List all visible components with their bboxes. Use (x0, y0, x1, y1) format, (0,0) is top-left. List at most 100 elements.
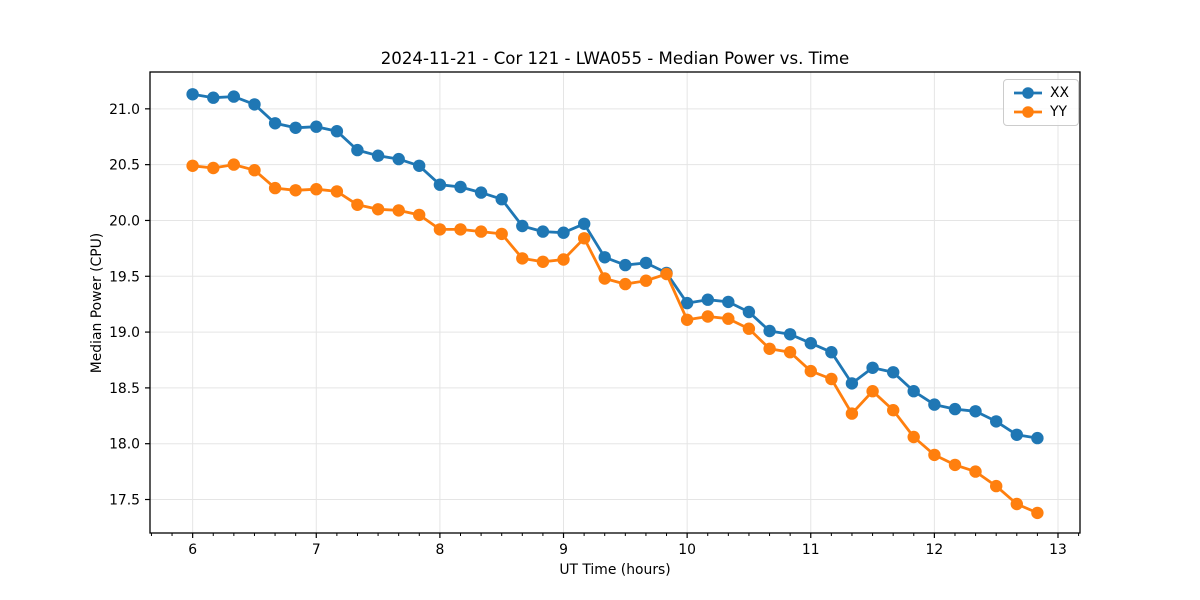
x-tick-label: 7 (312, 542, 321, 558)
y-tick-label: 21.0 (109, 102, 140, 118)
chart-title: 2024-11-21 - Cor 121 - LWA055 - Median P… (380, 49, 850, 68)
y-axis-label: Median Power (CPU) (89, 232, 105, 374)
series-marker-yy (351, 198, 364, 211)
series-marker-yy (268, 181, 282, 195)
series-marker-yy (536, 255, 550, 268)
series-marker-yy (1031, 506, 1044, 520)
series-marker-xx (969, 405, 982, 418)
series-marker-xx (186, 88, 199, 101)
y-tick-label: 18.5 (109, 381, 140, 397)
series-marker-yy (1010, 497, 1023, 511)
series-marker-yy (433, 223, 447, 236)
series-marker-yy (825, 372, 838, 386)
series-marker-yy (413, 208, 426, 222)
legend-line-marker-xx-icon (1014, 87, 1042, 99)
series-marker-yy (804, 364, 817, 378)
series-marker-xx (330, 125, 344, 138)
series-marker-yy (598, 272, 611, 285)
series-marker-yy (722, 312, 735, 325)
series-marker-xx (454, 180, 467, 194)
series-marker-xx (701, 293, 714, 306)
series-marker-yy (990, 479, 1003, 493)
series-marker-yy (495, 227, 508, 241)
series-marker-yy (907, 430, 920, 444)
x-tick-label: 13 (1049, 542, 1067, 558)
series-marker-xx (474, 186, 488, 199)
legend-label-xx: XX (1050, 85, 1070, 101)
y-tick-label: 17.5 (109, 493, 140, 509)
series-marker-xx (248, 98, 261, 111)
series-marker-xx (783, 328, 797, 341)
series-marker-xx (825, 346, 838, 359)
series-marker-xx (948, 402, 962, 416)
series-marker-xx (516, 219, 529, 233)
series-marker-xx (639, 256, 653, 270)
series-marker-yy (248, 164, 261, 177)
series-marker-xx (289, 121, 302, 134)
series-marker-yy (289, 184, 302, 197)
series-marker-yy (866, 385, 879, 398)
x-tick-label: 9 (559, 542, 568, 558)
y-tick-label: 19.5 (109, 269, 140, 285)
series-marker-yy (660, 267, 673, 281)
series-line-yy (192, 163, 1038, 515)
series-marker-xx (227, 90, 240, 103)
series-marker-xx (1010, 428, 1023, 441)
series-marker-yy (186, 159, 199, 172)
series-marker-xx (351, 143, 364, 157)
series-marker-xx (310, 120, 323, 133)
series-marker-xx (619, 258, 632, 272)
series-marker-yy (516, 252, 529, 265)
series-marker-yy (701, 310, 714, 323)
series-marker-yy (454, 223, 467, 236)
series-marker-xx (433, 178, 447, 191)
series-marker-yy (680, 313, 694, 326)
series-marker-xx (536, 225, 550, 238)
x-tick-label: 12 (926, 542, 944, 558)
series-marker-yy (639, 274, 653, 287)
series-marker-xx (680, 296, 694, 310)
y-tick-label: 18.0 (109, 437, 140, 453)
series-marker-yy (578, 232, 591, 245)
series-marker-yy (887, 404, 900, 417)
series-marker-yy (392, 204, 405, 217)
y-tick-label: 20.0 (109, 213, 140, 229)
series-marker-xx (907, 385, 920, 398)
legend-item-yy: YY (1013, 104, 1069, 120)
series-marker-yy (742, 322, 756, 335)
series-marker-xx (763, 324, 776, 338)
legend-label-yy: YY (1050, 104, 1067, 120)
series-marker-yy (928, 448, 941, 462)
x-tick-label: 10 (678, 542, 696, 558)
series-marker-xx (557, 226, 570, 239)
series-marker-xx (413, 159, 426, 172)
x-tick-label: 8 (435, 542, 444, 558)
series-marker-yy (845, 407, 859, 420)
series-marker-xx (578, 217, 591, 230)
series-marker-xx (928, 398, 941, 411)
legend-item-xx: XX (1013, 85, 1069, 101)
series-marker-xx (990, 415, 1003, 428)
series-marker-xx (268, 117, 282, 130)
series-marker-yy (619, 277, 632, 291)
legend-line-marker-yy-icon (1014, 106, 1042, 118)
series-marker-yy (763, 342, 776, 355)
x-tick-label: 6 (188, 542, 197, 558)
series-marker-yy (783, 346, 797, 359)
series-marker-yy (969, 465, 982, 478)
series-marker-xx (207, 91, 220, 104)
series-marker-xx (371, 149, 385, 162)
series-marker-yy (310, 183, 323, 196)
series-marker-xx (866, 361, 879, 374)
series-marker-xx (804, 337, 817, 350)
series-marker-xx (1031, 431, 1044, 445)
series-marker-yy (330, 185, 344, 198)
y-tick-label: 19.0 (109, 325, 140, 341)
series-marker-yy (371, 203, 385, 216)
series-marker-yy (557, 253, 570, 266)
series-marker-yy (948, 458, 962, 472)
series-marker-xx (742, 305, 756, 319)
series-marker-xx (495, 193, 508, 206)
series-marker-xx (722, 295, 735, 309)
